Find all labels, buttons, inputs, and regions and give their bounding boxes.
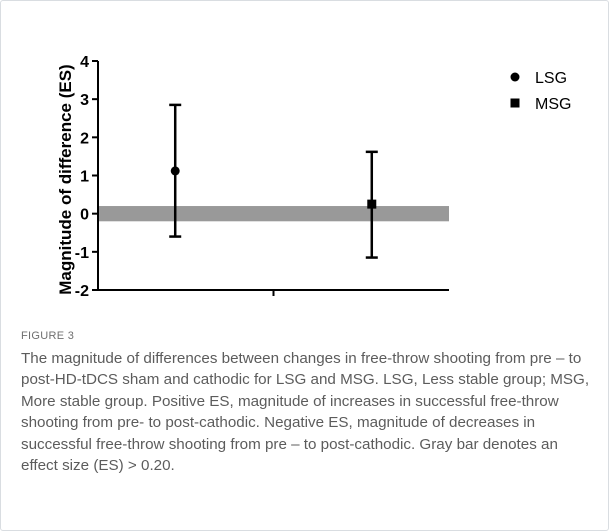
y-tick-label: 0: [80, 207, 89, 224]
legend-label-msg: MSG: [535, 96, 571, 113]
y-tick-label: 1: [80, 169, 89, 186]
y-tick-label: 4: [80, 54, 89, 71]
figure-caption: The magnitude of differences between cha…: [21, 350, 590, 475]
reference-band: [99, 206, 449, 222]
y-tick-label: 2: [80, 130, 89, 147]
y-tick-label: -1: [75, 245, 89, 262]
y-tick-label: 3: [80, 92, 89, 109]
error-bar-chart: -2 -1 0 1 2 3 4 Magnitude of difference (ES) LSG…: [56, 54, 571, 300]
legend-marker-msg: [510, 98, 520, 108]
data-point-msg: [367, 199, 377, 209]
legend-label-lsg: LSG: [535, 70, 567, 87]
figure-label: FIGURE 3: [21, 330, 75, 342]
y-tick-label: -2: [75, 283, 89, 300]
data-point-lsg: [170, 166, 180, 176]
y-axis-label: Magnitude of difference (ES): [56, 64, 75, 294]
legend-marker-lsg: [510, 72, 520, 82]
